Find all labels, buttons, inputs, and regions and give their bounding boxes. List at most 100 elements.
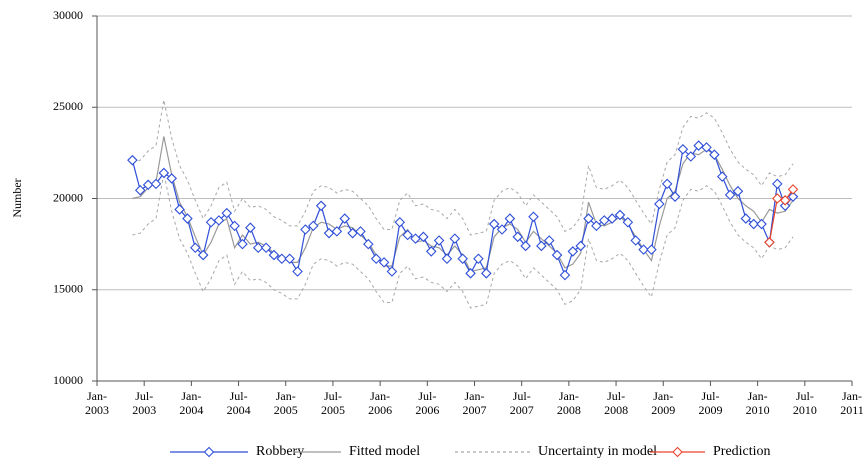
point — [551, 249, 563, 261]
point — [740, 213, 752, 224]
point — [315, 200, 327, 212]
point — [520, 240, 531, 252]
point — [190, 242, 201, 254]
x-tick-label: Jan- 2006 — [368, 389, 393, 417]
y-tick-label: 10000 — [53, 373, 83, 387]
point — [370, 253, 382, 265]
point — [716, 171, 728, 182]
point — [787, 191, 799, 202]
point — [473, 253, 484, 265]
y-tick-label: 30000 — [53, 8, 83, 22]
point — [630, 235, 642, 246]
point — [205, 216, 217, 228]
point — [197, 249, 209, 261]
x-tick-label: Jul- 2005 — [320, 389, 345, 417]
point — [654, 198, 665, 210]
point — [339, 213, 351, 224]
legend-label: Robbery — [256, 444, 304, 459]
point — [449, 233, 461, 244]
y-tick-label: 25000 — [53, 99, 83, 113]
point — [355, 226, 366, 237]
point — [677, 143, 689, 155]
x-tick-label: Jan- 2008 — [556, 389, 581, 417]
point — [402, 229, 413, 241]
x-tick-label: Jan- 2009 — [651, 389, 676, 417]
point — [779, 200, 791, 212]
point — [756, 218, 767, 230]
x-tick-label: Jul- 2009 — [698, 389, 723, 417]
point — [300, 224, 311, 235]
point — [386, 266, 398, 277]
x-tick-label: Jul- 2007 — [509, 389, 534, 417]
point — [567, 246, 579, 257]
series-line-lower — [132, 172, 794, 309]
legend-marker — [203, 446, 215, 458]
y-tick-label: 15000 — [53, 282, 83, 296]
point — [433, 235, 445, 246]
point — [496, 224, 508, 235]
point — [268, 249, 280, 261]
point — [307, 220, 319, 232]
point — [583, 213, 594, 224]
point — [245, 222, 256, 233]
point — [488, 218, 500, 230]
legend-label: Prediction — [713, 444, 771, 459]
point — [465, 268, 476, 279]
point — [276, 253, 288, 265]
point — [732, 185, 744, 197]
point — [292, 266, 303, 277]
point — [134, 185, 146, 196]
point — [543, 235, 555, 246]
point — [512, 231, 524, 243]
x-tick-label: Jan- 2010 — [745, 389, 770, 417]
point — [669, 191, 681, 202]
y-tick-label: 20000 — [53, 190, 83, 204]
point — [685, 151, 697, 162]
point — [418, 231, 429, 243]
point — [237, 238, 248, 250]
point — [504, 213, 516, 224]
point — [701, 142, 712, 153]
point — [709, 149, 720, 160]
point — [787, 184, 799, 195]
point — [142, 179, 154, 191]
point — [260, 242, 272, 254]
point — [284, 253, 295, 265]
x-tick-label: Jul- 2004 — [226, 389, 251, 417]
point — [425, 246, 437, 257]
series-line — [132, 99, 794, 236]
point — [528, 211, 539, 223]
point — [638, 244, 649, 255]
point — [394, 216, 406, 228]
point — [764, 237, 775, 248]
point — [127, 154, 138, 166]
point — [229, 220, 240, 232]
point — [221, 207, 233, 219]
point — [441, 253, 453, 265]
point — [622, 216, 634, 228]
point — [158, 167, 170, 179]
point — [182, 213, 193, 224]
point — [150, 178, 162, 190]
point — [536, 240, 547, 252]
x-tick-label: Jan- 2007 — [462, 389, 487, 417]
x-tick-label: Jan- 2005 — [273, 389, 298, 417]
x-tick-label: Jul- 2008 — [604, 389, 629, 417]
legend-label: Uncertainty in model — [538, 444, 657, 459]
point — [598, 215, 610, 226]
legend-marker — [672, 446, 683, 458]
point — [591, 220, 602, 232]
point — [779, 195, 791, 206]
point — [559, 269, 571, 281]
point — [323, 227, 335, 239]
point — [363, 238, 374, 250]
point — [166, 173, 177, 184]
point — [661, 178, 673, 190]
point — [174, 204, 185, 215]
point — [575, 240, 586, 252]
point — [772, 178, 783, 190]
point — [457, 253, 468, 265]
point — [606, 213, 618, 224]
